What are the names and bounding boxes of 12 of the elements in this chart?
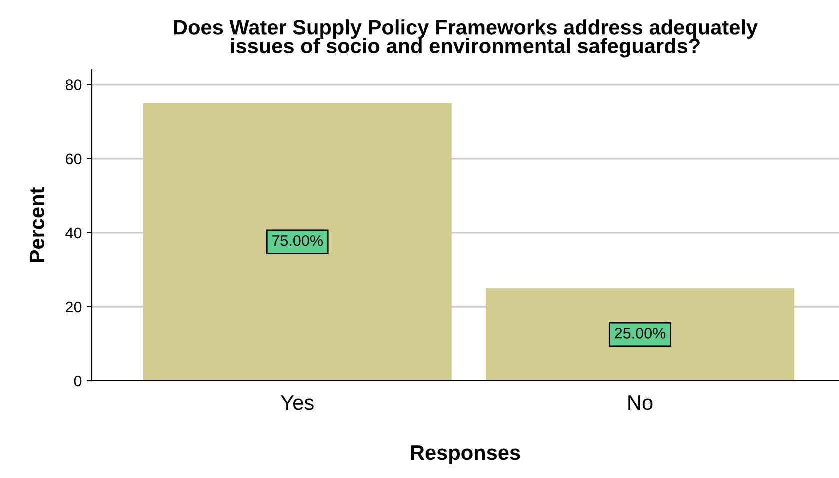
- y-tick-label: 60: [66, 154, 82, 165]
- y-axis-title: Percent: [30, 188, 44, 262]
- x-tick-label: No: [628, 396, 653, 410]
- y-tick-label: 80: [66, 80, 82, 90]
- y-tick-label: 0: [74, 376, 82, 387]
- x-tick-label: Yes: [281, 396, 314, 410]
- x-axis-title: Responses: [411, 446, 520, 464]
- data-label: 75.00%: [272, 235, 323, 246]
- chart-title: Does Water Supply Policy Frameworks address adequately issues of socio and environmental safeguards?: [174, 20, 758, 58]
- data-label: 25.00%: [615, 328, 666, 339]
- y-tick-label: 40: [66, 228, 82, 239]
- y-tick-label: 20: [66, 302, 82, 313]
